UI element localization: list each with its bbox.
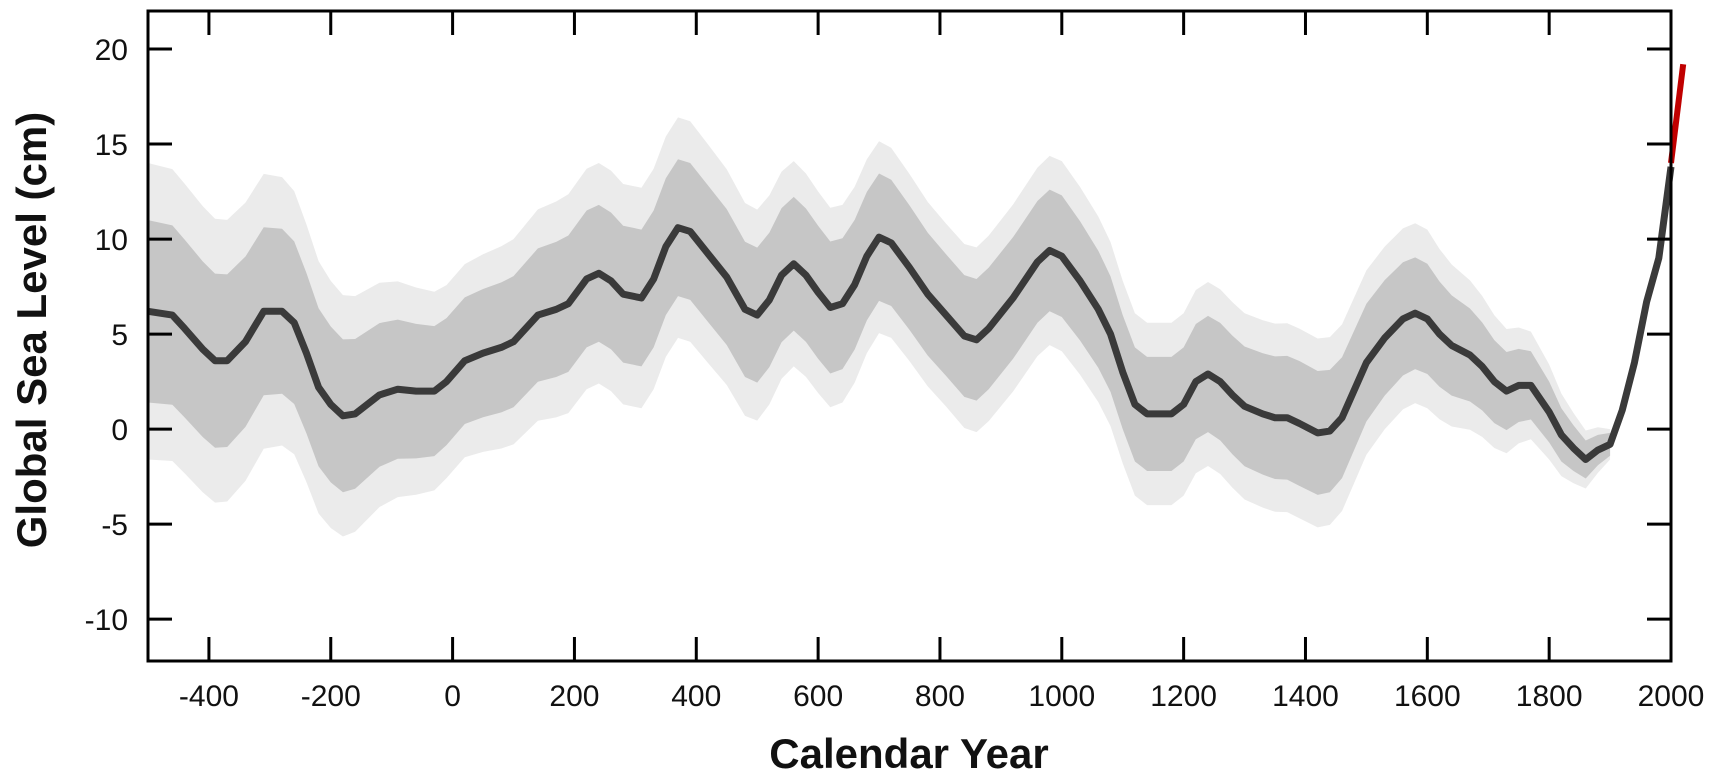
plot-frame <box>146 9 1673 663</box>
uncertainty-bands <box>148 117 1611 537</box>
inner-uncertainty-band <box>148 159 1611 495</box>
x-tick-labels: -400 -200 0 200 400 600 800 1000 1200 1400 1600 180… <box>179 680 1704 713</box>
x-tick-label: 800 <box>915 680 965 713</box>
x-axis-title: Calendar Year <box>769 730 1048 777</box>
x-tick-label: 2000 <box>1638 680 1705 713</box>
x-tick-label: 1000 <box>1028 680 1095 713</box>
y-tick-label: 10 <box>95 224 128 257</box>
y-tick-label: -5 <box>101 509 128 542</box>
y-tick-label: -10 <box>85 604 128 637</box>
reconstruction-mean-line <box>147 166 1675 464</box>
x-tick-label: 1600 <box>1394 680 1461 713</box>
x-tick-label: 1200 <box>1150 680 1217 713</box>
observed-sea-level-line <box>1668 63 1687 164</box>
axis-ticks <box>148 11 1673 661</box>
y-axis-title: Global Sea Level (cm) <box>8 112 55 549</box>
x-tick-label: 200 <box>549 680 599 713</box>
y-tick-labels: -10 -5 0 5 10 15 20 <box>85 34 128 637</box>
y-tick-label: 0 <box>111 414 128 447</box>
y-tick-label: 20 <box>95 34 128 67</box>
x-tick-label: 600 <box>793 680 843 713</box>
x-tick-label: -400 <box>179 680 239 713</box>
x-tick-label: 400 <box>671 680 721 713</box>
x-tick-label: -200 <box>301 680 361 713</box>
data-lines <box>147 63 1687 464</box>
y-tick-label: 5 <box>111 319 128 352</box>
x-tick-label: 1400 <box>1272 680 1339 713</box>
x-tick-label: 1800 <box>1516 680 1583 713</box>
y-tick-label: 15 <box>95 129 128 162</box>
x-tick-label: 0 <box>444 680 461 713</box>
